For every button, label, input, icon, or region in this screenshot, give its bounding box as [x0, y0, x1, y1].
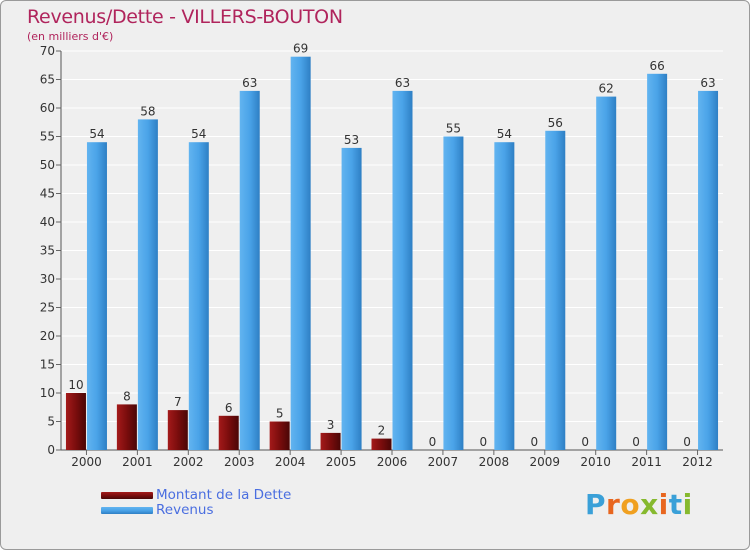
legend-swatch-dette [101, 492, 153, 499]
bar-revenus-2001 [137, 119, 158, 451]
data-label-dette-2003: 6 [225, 401, 233, 415]
logo-letter: o [620, 488, 641, 521]
x-tick-label-2011: 2011 [631, 455, 662, 469]
y-tick-label: 5 [47, 415, 55, 429]
x-tick-label-2006: 2006 [377, 455, 408, 469]
x-tick-label-2001: 2001 [122, 455, 153, 469]
bar-revenus-2004 [290, 56, 311, 450]
bar-dette-2001 [116, 404, 137, 450]
logo-letter: t [668, 488, 683, 521]
data-label-dette-2011: 0 [632, 435, 640, 449]
x-tick-label-2010: 2010 [580, 455, 611, 469]
data-label-revenus-2008: 54 [497, 127, 512, 141]
y-tick-label: 0 [47, 443, 55, 457]
data-label-revenus-2010: 62 [599, 82, 614, 96]
logo-letter: i [658, 488, 669, 521]
x-tick-label-2004: 2004 [275, 455, 306, 469]
data-label-revenus-2007: 55 [446, 122, 461, 136]
bar-revenus-2007 [443, 136, 464, 450]
x-tick-label-2008: 2008 [479, 455, 510, 469]
logo-letter: x [640, 488, 659, 521]
legend-label-revenus: Revenus [156, 502, 214, 518]
y-tick-label: 40 [40, 215, 55, 229]
chart-subtitle: (en milliers d'€) [27, 30, 114, 43]
y-tick-label: 55 [40, 130, 55, 144]
data-label-dette-2008: 0 [480, 435, 488, 449]
data-label-dette-2012: 0 [683, 435, 691, 449]
data-label-dette-2006: 2 [378, 424, 386, 438]
bar-revenus-2000 [86, 142, 107, 450]
legend-swatch-revenus [101, 507, 153, 514]
bar-dette-2000 [65, 393, 86, 450]
data-label-dette-2009: 0 [530, 435, 538, 449]
legend: Montant de la Dette Revenus [101, 488, 291, 518]
bar-revenus-2008 [494, 142, 515, 450]
y-tick-label: 30 [40, 272, 55, 286]
x-tick-label-2000: 2000 [71, 455, 102, 469]
x-tick-label-2012: 2012 [682, 455, 713, 469]
x-tick-label-2005: 2005 [326, 455, 357, 469]
data-label-revenus-2009: 56 [548, 116, 563, 130]
x-tick-label-2007: 2007 [428, 455, 459, 469]
x-tick-label-2003: 2003 [224, 455, 255, 469]
bar-revenus-2006 [392, 90, 413, 451]
bar-revenus-2005 [341, 147, 362, 450]
bar-revenus-2002 [188, 142, 209, 450]
data-label-revenus-2003: 63 [242, 76, 257, 90]
bar-dette-2002 [167, 410, 188, 450]
data-label-revenus-2004: 69 [293, 42, 308, 56]
legend-label-dette: Montant de la Dette [156, 487, 292, 503]
y-tick-label: 65 [40, 73, 55, 87]
legend-item-dette: Montant de la Dette [101, 488, 291, 503]
y-tick-label: 70 [40, 44, 55, 58]
data-label-revenus-2005: 53 [344, 133, 359, 147]
y-tick-label: 15 [40, 358, 55, 372]
bar-revenus-2010 [596, 96, 617, 450]
proxiti-logo: Proxiti [585, 488, 693, 521]
data-label-dette-2001: 8 [123, 389, 131, 403]
data-label-revenus-2011: 66 [649, 59, 664, 73]
chart-title: Revenus/Dette - VILLERS-BOUTON [27, 6, 343, 28]
y-tick-label: 20 [40, 329, 55, 343]
y-tick-label: 25 [40, 301, 55, 315]
bar-dette-2004 [269, 421, 290, 450]
y-tick-label: 50 [40, 158, 55, 172]
data-label-dette-2010: 0 [581, 435, 589, 449]
y-tick-label: 35 [40, 244, 55, 258]
data-label-revenus-2002: 54 [191, 127, 206, 141]
data-label-revenus-2001: 58 [140, 104, 155, 118]
logo-letter: r [606, 488, 621, 521]
bar-dette-2006 [371, 438, 392, 450]
data-label-dette-2005: 3 [327, 418, 335, 432]
bar-revenus-2003 [239, 90, 260, 451]
data-label-dette-2004: 5 [276, 407, 284, 421]
y-tick-label: 45 [40, 187, 55, 201]
data-label-revenus-2012: 63 [700, 76, 715, 90]
data-label-dette-2000: 10 [68, 378, 83, 392]
bar-revenus-2011 [647, 73, 668, 451]
data-label-dette-2007: 0 [429, 435, 437, 449]
bar-dette-2003 [218, 415, 239, 450]
y-tick-label: 60 [40, 101, 55, 115]
x-tick-label-2002: 2002 [173, 455, 204, 469]
data-label-dette-2002: 7 [174, 395, 182, 409]
logo-letter: i [682, 488, 693, 521]
y-tick-label: 10 [40, 386, 55, 400]
x-tick-label-2009: 2009 [529, 455, 560, 469]
data-label-revenus-2006: 63 [395, 76, 410, 90]
bar-revenus-2009 [545, 130, 566, 451]
bar-revenus-2012 [698, 90, 719, 451]
data-label-revenus-2000: 54 [89, 127, 104, 141]
bar-dette-2005 [320, 432, 341, 450]
logo-letter: P [585, 488, 607, 521]
legend-item-revenus: Revenus [101, 503, 291, 518]
